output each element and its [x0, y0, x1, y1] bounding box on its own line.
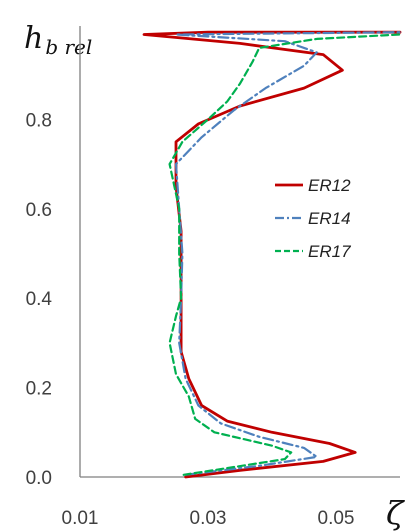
legend-label-er17: ER17: [308, 242, 351, 261]
y-tick-label: 0.6: [26, 200, 52, 221]
x-tick-label: 0.05: [318, 508, 355, 529]
svg-text:hb rel: hb rel: [24, 21, 92, 59]
x-tick-label: 0.01: [62, 508, 99, 529]
y-axis-subscript: b rel: [45, 35, 92, 59]
legend-label-er12: ER12: [308, 176, 351, 195]
legend-label-er14: ER14: [308, 209, 351, 228]
x-axis-title: ζ: [386, 494, 405, 532]
series-lines: [142, 30, 402, 479]
y-tick-label: 0.2: [26, 379, 52, 400]
y-tick-labels: 0.0 0.2 0.4 0.6 0.8: [26, 110, 53, 489]
y-tick-label: 0.0: [26, 468, 52, 489]
y-tick-label: 0.8: [26, 110, 52, 131]
series-line-er17: [168, 33, 402, 476]
x-tick-labels: 0.01 0.03 0.05: [62, 508, 355, 529]
x-tick-label: 0.03: [190, 508, 227, 529]
series-line-er12: [142, 30, 402, 479]
y-tick-label: 0.4: [26, 289, 53, 310]
series-line-er14: [174, 31, 402, 476]
legend: ER12 ER14 ER17: [275, 176, 351, 261]
y-axis-symbol: h: [24, 21, 43, 56]
